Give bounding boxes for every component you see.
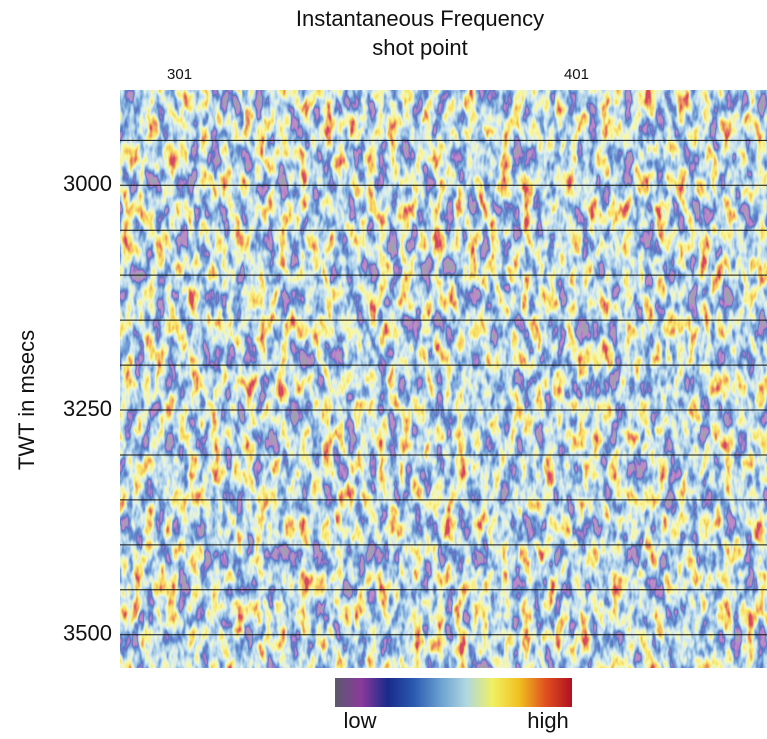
y-axis-label: TWT in msecs: [14, 330, 39, 470]
y-tick-label: 3500: [63, 621, 112, 646]
x-tick-label: 401: [564, 66, 589, 83]
x-axis-label: shot point: [372, 35, 467, 60]
colorbar-label: low: [343, 708, 376, 733]
y-tick-label: 3000: [63, 171, 112, 196]
colorbar-label: high: [527, 708, 569, 733]
x-tick-label: 301: [167, 66, 192, 83]
y-tick-label: 3250: [63, 396, 112, 421]
colorbar: [335, 678, 572, 707]
seismic-image: [120, 90, 767, 668]
chart-title: Instantaneous Frequency: [296, 6, 544, 31]
